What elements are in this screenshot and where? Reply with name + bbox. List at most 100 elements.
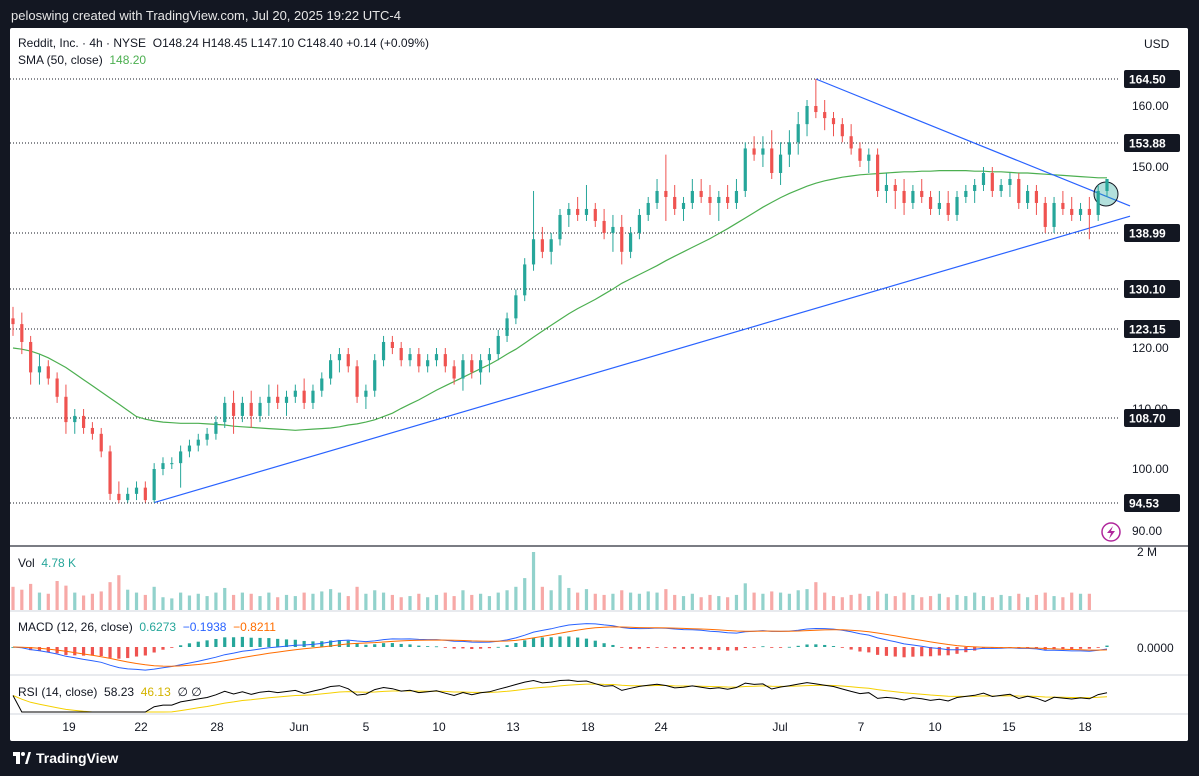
- candle-body: [1061, 202, 1065, 209]
- candle-body: [487, 354, 492, 361]
- candle-body: [990, 172, 994, 191]
- macd-histogram-bar: [81, 647, 86, 656]
- volume-bar: [593, 593, 597, 610]
- volume-bar: [902, 592, 906, 610]
- macd-histogram-bar: [567, 636, 571, 647]
- top-bar: peloswing created with TradingView.com, …: [0, 0, 1199, 28]
- candle-body: [417, 354, 421, 367]
- candle-body: [1008, 178, 1012, 185]
- candle-body: [770, 148, 774, 173]
- macd-value-1: 0.6273: [139, 620, 177, 634]
- candle-body: [1052, 202, 1056, 227]
- level-price-label: 153.88: [1129, 137, 1166, 151]
- volume-bar: [170, 598, 174, 610]
- macd-histogram-bar: [231, 637, 236, 647]
- level-price-label: 138.99: [1129, 227, 1166, 241]
- sma-50-line: [12, 170, 1107, 431]
- candle-body: [329, 360, 333, 379]
- volume-bar: [1087, 593, 1091, 610]
- volume-bar: [964, 596, 968, 610]
- volume-bar: [496, 592, 500, 610]
- volume-bar: [417, 593, 421, 610]
- macd-histogram-bar: [576, 637, 580, 647]
- volume-bar: [284, 594, 289, 610]
- symbol-name: Reddit, Inc. · 4h · NYSE: [18, 36, 147, 50]
- macd-histogram-bar: [187, 643, 192, 647]
- level-price-tag: [1124, 224, 1180, 242]
- candle-body: [708, 196, 712, 203]
- volume-bar: [911, 594, 915, 610]
- volume-bar: [126, 589, 130, 610]
- candle-body: [558, 214, 562, 240]
- candle-body: [637, 214, 642, 233]
- macd-histogram-bar: [240, 636, 244, 647]
- macd-histogram-bar: [381, 643, 386, 647]
- time-tick-label: 18: [581, 720, 595, 734]
- volume-bar: [514, 586, 518, 610]
- volume-bar: [831, 596, 836, 610]
- macd-histogram-bar: [1087, 647, 1091, 649]
- macd-histogram-bar: [867, 647, 871, 653]
- volume-bar: [443, 592, 447, 610]
- rsi-legend: RSI (14, close) 58.23 46.13 ∅ ∅: [18, 685, 202, 699]
- macd-histogram-bar: [461, 647, 465, 649]
- candle-body: [778, 154, 783, 173]
- macd-histogram-bar: [408, 644, 412, 647]
- tradingview-brand[interactable]: TradingView: [36, 750, 119, 766]
- macd-histogram-bar: [805, 644, 809, 647]
- volume-bar: [637, 593, 642, 610]
- candle-body: [408, 354, 412, 361]
- macd-histogram-bar: [778, 647, 783, 648]
- macd-value-2: −0.1938: [182, 620, 227, 634]
- macd-histogram-bar: [452, 647, 456, 649]
- macd-histogram-bar: [637, 647, 642, 649]
- macd-histogram-bar: [161, 647, 165, 650]
- volume-bar: [549, 590, 553, 610]
- macd-histogram-bar: [876, 647, 880, 655]
- volume-bar: [876, 591, 880, 610]
- volume-bar: [920, 597, 924, 610]
- macd-histogram-bar: [717, 647, 721, 651]
- macd-histogram-bar: [99, 647, 103, 656]
- volume-bar: [849, 594, 853, 610]
- macd-histogram-bar: [770, 647, 774, 648]
- candle-body: [81, 415, 86, 428]
- time-tick-label: 10: [432, 720, 446, 734]
- volume-bar: [973, 592, 977, 610]
- volume-bar: [1043, 592, 1047, 610]
- level-price-tag: [1124, 409, 1180, 427]
- candle-body: [628, 232, 633, 252]
- macd-histogram-bar: [681, 647, 686, 649]
- volume-bar: [867, 596, 871, 610]
- time-tick-label: 24: [654, 720, 668, 734]
- volume-bar: [787, 593, 791, 610]
- volume-bar: [928, 596, 933, 610]
- candle-body: [920, 190, 924, 197]
- candle-body: [152, 469, 156, 501]
- volume-bar: [37, 592, 42, 610]
- macd-histogram-bar: [390, 643, 394, 647]
- chart-panel[interactable]: USD160.00150.00120.00110.00100.0090.0016…: [10, 28, 1188, 741]
- volume-legend: Vol 4.78 K: [18, 556, 76, 570]
- macd-histogram-bar: [1052, 647, 1056, 650]
- macd-histogram-bar: [911, 647, 915, 657]
- volume-bar: [708, 594, 712, 610]
- candle-body: [320, 378, 324, 391]
- macd-histogram-bar: [514, 643, 518, 647]
- volume-bar: [796, 590, 800, 610]
- volume-bar: [937, 593, 941, 610]
- candle-body: [179, 451, 183, 464]
- candle-body: [981, 172, 986, 185]
- macd-histogram-bar: [726, 647, 730, 651]
- candle-body: [743, 148, 747, 191]
- candle-body: [1105, 178, 1109, 191]
- volume-bar: [981, 596, 986, 610]
- candle-body: [161, 463, 165, 469]
- candle-body: [461, 360, 465, 379]
- candle-body: [576, 208, 580, 215]
- rsi-value-3: ∅ ∅: [177, 685, 202, 699]
- price-tick-label: 120.00: [1132, 341, 1169, 355]
- candle-body: [1017, 178, 1021, 203]
- macd-histogram-bar: [126, 647, 130, 659]
- chart-canvas[interactable]: USD160.00150.00120.00110.00100.0090.0016…: [10, 28, 1188, 741]
